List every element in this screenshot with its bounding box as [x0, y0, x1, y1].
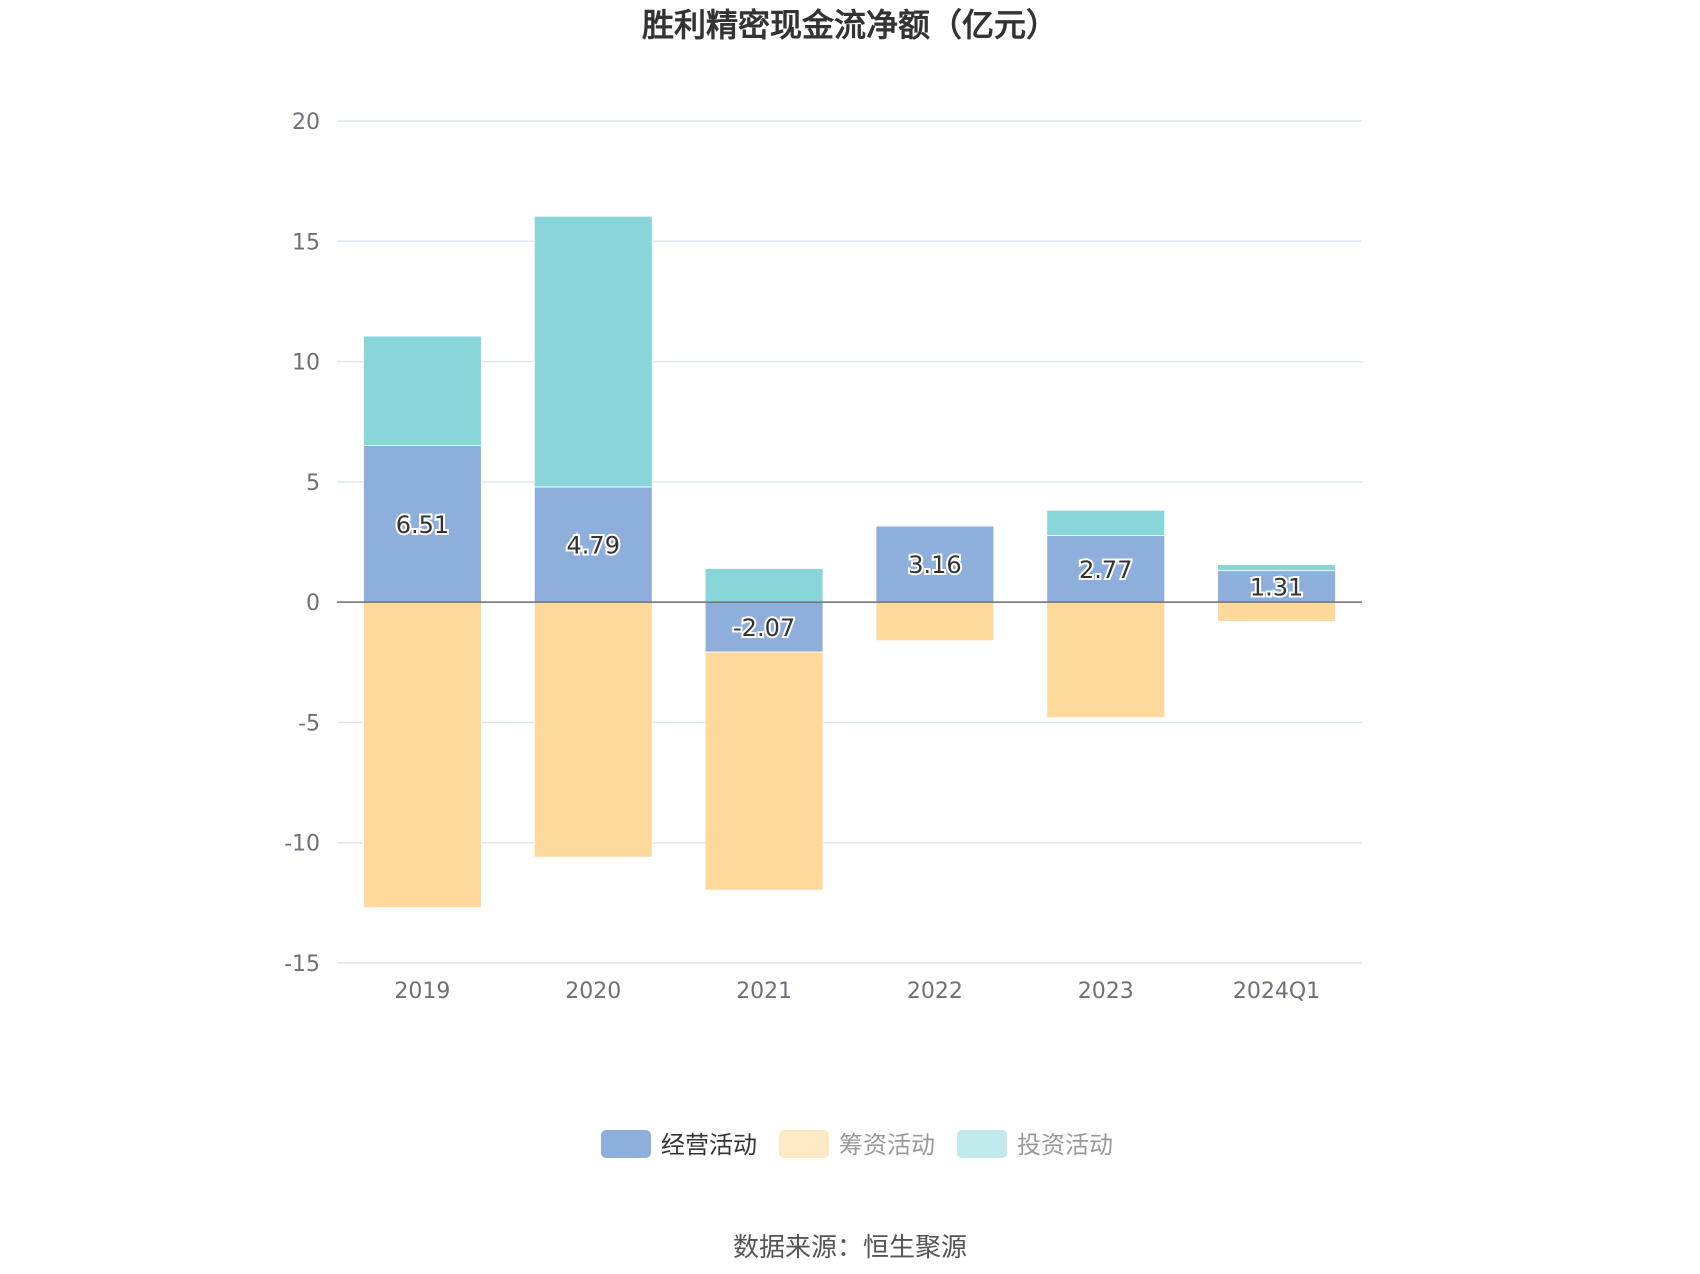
legend-item-operating[interactable]: 经营活动 [601, 1130, 757, 1159]
bar-investing-2021[interactable] [704, 568, 824, 603]
y-tick-label: 20 [292, 110, 320, 135]
bar-operating-2023[interactable] [1046, 535, 1166, 603]
x-tick-label-2022: 2022 [907, 979, 963, 1004]
x-tick-label-2023: 2023 [1078, 979, 1134, 1004]
gridlines [337, 120, 1362, 964]
data-source: 数据来源：恒生聚源 [733, 1233, 967, 1263]
y-tick-label: 5 [306, 471, 320, 496]
y-tick-label: 0 [306, 591, 320, 616]
bar-investing-2023[interactable] [1046, 509, 1166, 536]
bars [363, 215, 1336, 909]
x-tick-label-2024Q1: 2024Q1 [1233, 979, 1320, 1004]
bar-financing-2021[interactable] [704, 651, 824, 891]
y-tick-label: -15 [284, 952, 320, 977]
x-tick-label-2019: 2019 [394, 979, 450, 1004]
data-label-2021: -2.07 [733, 614, 795, 642]
data-label-2024Q1: 1.31 [1250, 573, 1303, 601]
legend-swatch-investing [957, 1130, 1007, 1158]
x-tick-label-2020: 2020 [565, 979, 621, 1004]
bar-operating-2019[interactable] [363, 445, 482, 603]
bar-financing-2024Q1[interactable] [1217, 601, 1336, 622]
y-axis-ticks: 20 15 10 5 0 -5 -10 -15 [284, 110, 320, 977]
bar-financing-2023[interactable] [1046, 601, 1166, 719]
data-label-2019: 6.51 [396, 511, 449, 539]
legend-swatch-operating [601, 1130, 651, 1158]
bar-investing-2020[interactable] [533, 215, 653, 488]
y-tick-label: -10 [284, 832, 320, 857]
bar-financing-2020[interactable] [533, 601, 653, 858]
bar-operating-2021[interactable] [704, 601, 824, 653]
y-tick-label: -5 [298, 711, 320, 736]
bar-investing-2019[interactable] [363, 335, 482, 446]
legend-label-financing: 筹资活动 [839, 1131, 935, 1159]
legend-item-financing[interactable]: 筹资活动 [779, 1130, 935, 1159]
bar-operating-2020[interactable] [533, 486, 653, 603]
x-tick-label-2021: 2021 [736, 979, 792, 1004]
data-label-2020: 4.79 [567, 532, 620, 560]
legend-item-investing[interactable]: 投资活动 [957, 1130, 1113, 1159]
legend: 经营活动 筹资活动 投资活动 [601, 1130, 1113, 1159]
legend-label-investing: 投资活动 [1017, 1131, 1113, 1159]
bar-financing-2019[interactable] [363, 601, 482, 909]
legend-label-operating: 经营活动 [661, 1131, 757, 1159]
x-axis-ticks: 2019 2020 2021 2022 2023 2024Q1 [394, 979, 1320, 1004]
data-label-2023: 2.77 [1079, 556, 1132, 584]
chart-title: 胜利精密现金流净额（亿元） [642, 6, 1058, 44]
data-labels: 6.51 4.79 -2.07 3.16 2.77 1.31 [394, 509, 1306, 644]
y-tick-label: 10 [292, 351, 320, 376]
y-tick-label: 15 [292, 230, 320, 255]
bar-financing-2022[interactable] [875, 601, 995, 642]
bar-investing-2022[interactable] [875, 524, 995, 527]
bar-investing-2024Q1[interactable] [1217, 564, 1336, 572]
legend-swatch-financing [779, 1130, 829, 1158]
bar-operating-2022[interactable] [875, 525, 995, 603]
data-label-2022: 3.16 [908, 551, 961, 579]
